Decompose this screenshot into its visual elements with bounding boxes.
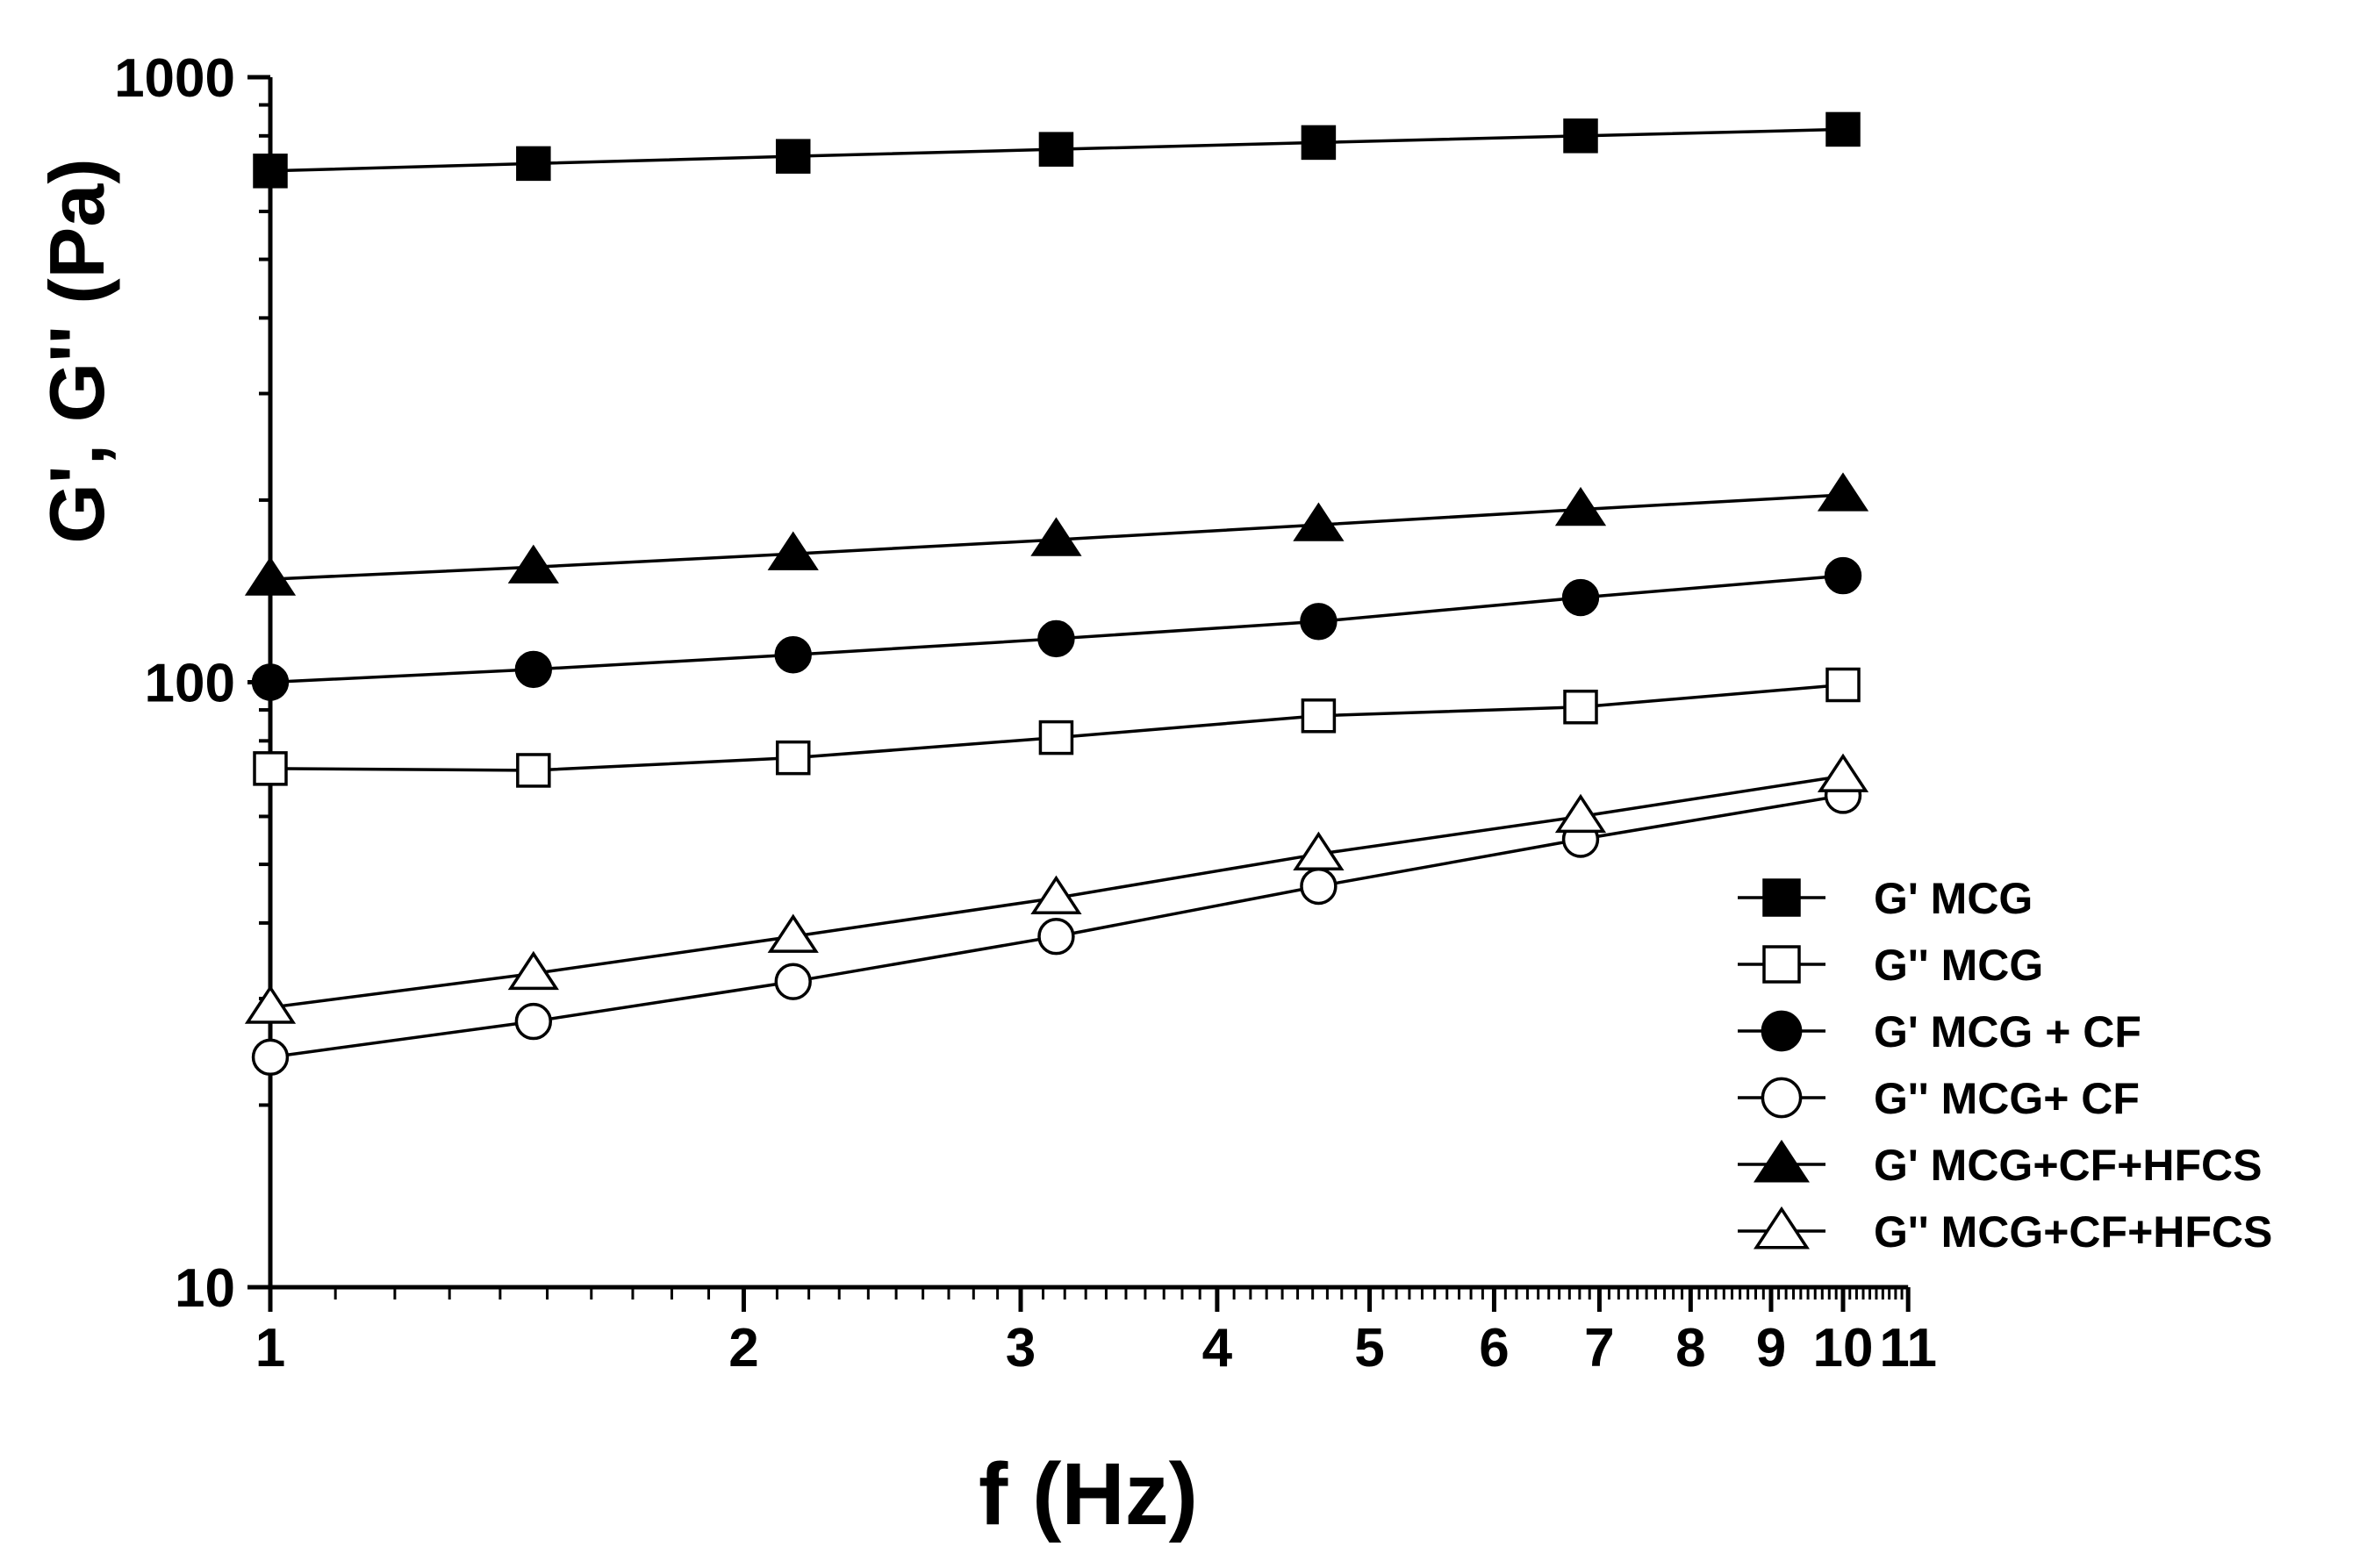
data-point [1824, 556, 1862, 595]
y-axis-title: G', G'' (Pa) [33, 158, 120, 543]
legend-marker [1761, 1010, 1803, 1052]
legend-label: G'' MCG [1874, 941, 2043, 990]
data-point [1554, 486, 1607, 526]
data-point [1293, 831, 1345, 870]
data-point [516, 146, 551, 182]
data-point [1300, 867, 1338, 906]
data-point [1825, 111, 1861, 147]
data-point [251, 1038, 290, 1077]
data-point [1030, 517, 1082, 556]
y-tick-label: 1000 [114, 48, 235, 109]
legend: G' MCG G'' MCG G' MCG + CF G'' MCG+ CF G' MC… [1738, 874, 2272, 1257]
x-tick-label: 8 [1675, 1318, 1705, 1378]
data-point [767, 913, 819, 953]
data-point [1030, 875, 1082, 914]
x-tick-label: 3 [1006, 1318, 1036, 1378]
data-point [774, 963, 812, 1000]
legend-item: G'' MCG+CF+HFCS [1738, 1206, 2272, 1257]
legend-label: G' MCG + CF [1874, 1007, 2141, 1056]
x-tick-label: 10 [1813, 1318, 1874, 1378]
legend-marker [1762, 945, 1801, 984]
legend-marker [1762, 878, 1801, 917]
data-point [1301, 125, 1337, 161]
legend-item: G' MCG [1738, 874, 2033, 923]
data-point [253, 751, 288, 786]
data-point [774, 636, 812, 674]
legend-item: G' MCG + CF [1738, 1007, 2141, 1056]
data-point [253, 154, 288, 189]
data-point [1300, 603, 1338, 641]
data-point [244, 984, 297, 1024]
y-tick-label: 10 [175, 1258, 235, 1319]
x-tick-label: 1 [255, 1318, 285, 1378]
data-point [1563, 689, 1598, 725]
data-point [516, 753, 551, 788]
data-point [507, 950, 559, 991]
data-point [1563, 118, 1598, 154]
legend-marker [1761, 1077, 1803, 1119]
series-4 [251, 777, 1862, 1077]
data-point [1037, 918, 1075, 956]
data-point [514, 650, 553, 689]
legend-marker [1754, 1206, 1810, 1249]
data-point [1825, 667, 1861, 703]
legend-label: G'' MCG+CF+HFCS [1874, 1207, 2272, 1257]
legend-label: G' MCG+CF+HFCS [1874, 1141, 2262, 1190]
x-tick-label: 7 [1584, 1318, 1614, 1378]
data-point [1817, 753, 1869, 792]
legend-marker [1754, 1139, 1810, 1183]
data-point [1038, 132, 1074, 167]
data-point [1293, 502, 1345, 541]
data-point [1301, 698, 1337, 734]
x-tick-label: 6 [1479, 1318, 1509, 1378]
x-tick-label: 11 [1879, 1318, 1937, 1378]
series-3 [251, 556, 1862, 701]
data-point [1038, 720, 1074, 755]
series-6 [244, 753, 1869, 1024]
data-point [1037, 619, 1075, 658]
x-tick-label: 9 [1756, 1318, 1786, 1378]
series-group [244, 111, 1869, 1077]
series-2 [253, 667, 1861, 788]
data-point [775, 740, 811, 776]
legend-item: G'' MCG+ CF [1738, 1074, 2140, 1123]
y-tick-label: 100 [145, 654, 235, 714]
series-5 [244, 472, 1869, 596]
data-point [251, 663, 290, 701]
x-tick-label: 4 [1202, 1318, 1233, 1378]
legend-item: G'' MCG [1738, 941, 2043, 990]
data-point [775, 139, 811, 174]
data-point [1554, 793, 1607, 834]
x-axis-title: f (Hz) [979, 1445, 1198, 1543]
data-point [1817, 472, 1869, 512]
x-tick-label: 2 [728, 1318, 758, 1378]
data-point [514, 1002, 553, 1041]
series-1 [253, 111, 1861, 189]
legend-label: G'' MCG+ CF [1874, 1074, 2140, 1123]
x-tick-label: 5 [1354, 1318, 1384, 1378]
data-point [1561, 578, 1600, 617]
legend-item: G' MCG+CF+HFCS [1738, 1139, 2262, 1190]
data-point [767, 531, 819, 570]
data-point [244, 556, 297, 596]
legend-label: G' MCG [1874, 874, 2033, 923]
data-point [507, 544, 559, 584]
